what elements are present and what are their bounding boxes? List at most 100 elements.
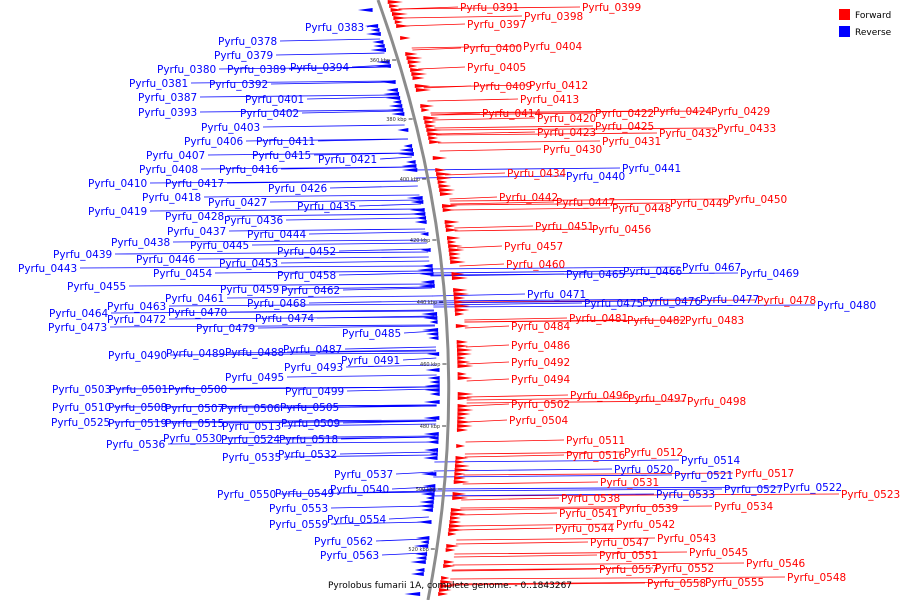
forward-gene-glyph xyxy=(457,372,467,376)
forward-gene-glyph xyxy=(441,576,450,580)
legend: Forward Reverse xyxy=(839,9,892,38)
reverse-label-connector xyxy=(226,213,423,217)
reverse-gene-label: Pyrfu_0480 xyxy=(817,300,876,312)
reverse-gene-glyph xyxy=(413,544,429,548)
forward-label-connector xyxy=(444,172,506,176)
reverse-label-connector xyxy=(279,38,381,42)
reverse-label-connector xyxy=(257,325,435,329)
reverse-gene-glyph xyxy=(392,100,402,104)
forward-gene-glyph xyxy=(443,564,456,568)
reverse-label-connector xyxy=(313,152,412,156)
gene-glyphs xyxy=(357,0,474,596)
forward-gene-glyph xyxy=(455,460,465,464)
reverse-label-connector xyxy=(168,303,434,307)
forward-gene-label: Pyrfu_0516 xyxy=(566,450,626,462)
forward-gene-label: Pyrfu_0486 xyxy=(511,340,571,352)
forward-gene-label: Pyrfu_0409 xyxy=(473,81,532,93)
forward-gene-label: Pyrfu_0544 xyxy=(555,523,615,535)
forward-gene-glyph xyxy=(443,560,455,564)
reverse-label-connector xyxy=(227,350,437,354)
forward-gene-label: Pyrfu_0531 xyxy=(600,477,659,489)
forward-gene-glyph xyxy=(390,8,403,12)
forward-gene-glyph xyxy=(439,192,454,196)
reverse-gene-label: Pyrfu_0522 xyxy=(783,482,842,494)
kbp-tick-label: 520 kbp xyxy=(408,547,428,553)
forward-gene-glyph xyxy=(396,24,411,28)
forward-gene-glyph xyxy=(455,312,465,316)
reverse-label-connector xyxy=(381,552,424,556)
reverse-gene-label: Pyrfu_0392 xyxy=(209,79,268,91)
reverse-gene-label: Pyrfu_0535 xyxy=(222,452,281,464)
kbp-tick-label: 420 kbp xyxy=(410,238,430,244)
reverse-gene-label: Pyrfu_0533 xyxy=(656,489,715,501)
forward-gene-label: Pyrfu_0398 xyxy=(524,11,583,23)
reverse-gene-label: Pyrfu_0505 xyxy=(280,402,339,414)
reverse-gene-label: Pyrfu_0380 xyxy=(157,64,216,76)
reverse-label-connector xyxy=(317,138,408,142)
reverse-gene-glyph xyxy=(424,384,440,388)
reverse-label-connector xyxy=(283,454,435,458)
reverse-gene-glyph xyxy=(420,472,437,476)
reverse-label-connector xyxy=(344,346,436,350)
reverse-gene-label: Pyrfu_0550 xyxy=(217,489,276,501)
reverse-gene-glyph xyxy=(423,456,438,460)
forward-gene-glyph xyxy=(440,580,455,584)
forward-gene-glyph xyxy=(411,72,428,76)
reverse-label-connector xyxy=(429,266,681,270)
forward-label-connector xyxy=(465,439,565,443)
forward-gene-label: Pyrfu_0511 xyxy=(566,435,625,447)
reverse-gene-label: Pyrfu_0407 xyxy=(146,150,205,162)
reverse-gene-glyph xyxy=(424,448,438,452)
legend-forward-label: Forward xyxy=(855,11,891,21)
forward-gene-glyph xyxy=(405,52,418,56)
forward-label-connector xyxy=(449,198,727,202)
forward-label-connector xyxy=(432,117,536,121)
forward-gene-label: Pyrfu_0414 xyxy=(482,108,542,120)
reverse-gene-label: Pyrfu_0549 xyxy=(275,488,334,500)
forward-gene-label: Pyrfu_0481 xyxy=(569,313,628,325)
reverse-label-connector xyxy=(114,251,429,255)
reverse-gene-label: Pyrfu_0559 xyxy=(269,519,328,531)
forward-gene-glyph xyxy=(451,272,465,276)
forward-gene-label: Pyrfu_0555 xyxy=(705,577,764,589)
forward-gene-glyph xyxy=(439,584,456,588)
forward-gene-label: Pyrfu_0434 xyxy=(507,168,567,180)
forward-label-connector xyxy=(430,110,710,114)
kbp-tick-label: 500 kbp xyxy=(416,487,436,493)
forward-gene-label: Pyrfu_0551 xyxy=(599,550,658,562)
reverse-label-connector xyxy=(342,287,433,291)
reverse-gene-label: Pyrfu_0455 xyxy=(67,281,126,293)
forward-gene-glyph xyxy=(450,508,466,512)
reverse-gene-label: Pyrfu_0563 xyxy=(320,550,379,562)
reverse-label-connector xyxy=(395,471,434,475)
reverse-gene-label: Pyrfu_0427 xyxy=(208,197,267,209)
forward-gene-label: Pyrfu_0431 xyxy=(602,136,661,148)
forward-label-connector xyxy=(450,576,786,580)
reverse-gene-label: Pyrfu_0461 xyxy=(165,293,224,305)
forward-gene-label: Pyrfu_0399 xyxy=(582,2,641,14)
reverse-gene-label: Pyrfu_0402 xyxy=(240,108,299,120)
forward-gene-label: Pyrfu_0448 xyxy=(612,203,671,215)
reverse-gene-label: Pyrfu_0521 xyxy=(674,470,733,482)
reverse-gene-label: Pyrfu_0472 xyxy=(107,314,166,326)
reverse-gene-label: Pyrfu_0501 xyxy=(109,384,168,396)
reverse-gene-glyph xyxy=(357,8,373,12)
reverse-gene-glyph xyxy=(397,128,409,132)
reverse-gene-glyph xyxy=(386,88,398,92)
reverse-gene-glyph xyxy=(423,400,440,404)
forward-gene-label: Pyrfu_0546 xyxy=(746,558,806,570)
forward-label-connector xyxy=(461,493,840,497)
reverse-gene-label: Pyrfu_0401 xyxy=(245,94,304,106)
reverse-gene-label: Pyrfu_0379 xyxy=(214,50,273,62)
reverse-label-connector xyxy=(432,486,782,490)
reverse-label-connector xyxy=(340,436,436,440)
forward-gene-label: Pyrfu_0547 xyxy=(590,537,649,549)
reverse-label-connector xyxy=(433,304,816,308)
forward-gene-glyph xyxy=(408,64,418,68)
reverse-gene-label: Pyrfu_0444 xyxy=(247,229,307,241)
forward-gene-glyph xyxy=(454,300,466,304)
forward-label-connector xyxy=(459,263,505,267)
reverse-gene-glyph xyxy=(397,152,414,156)
forward-label-connector xyxy=(464,454,565,458)
forward-gene-glyph xyxy=(410,68,425,72)
